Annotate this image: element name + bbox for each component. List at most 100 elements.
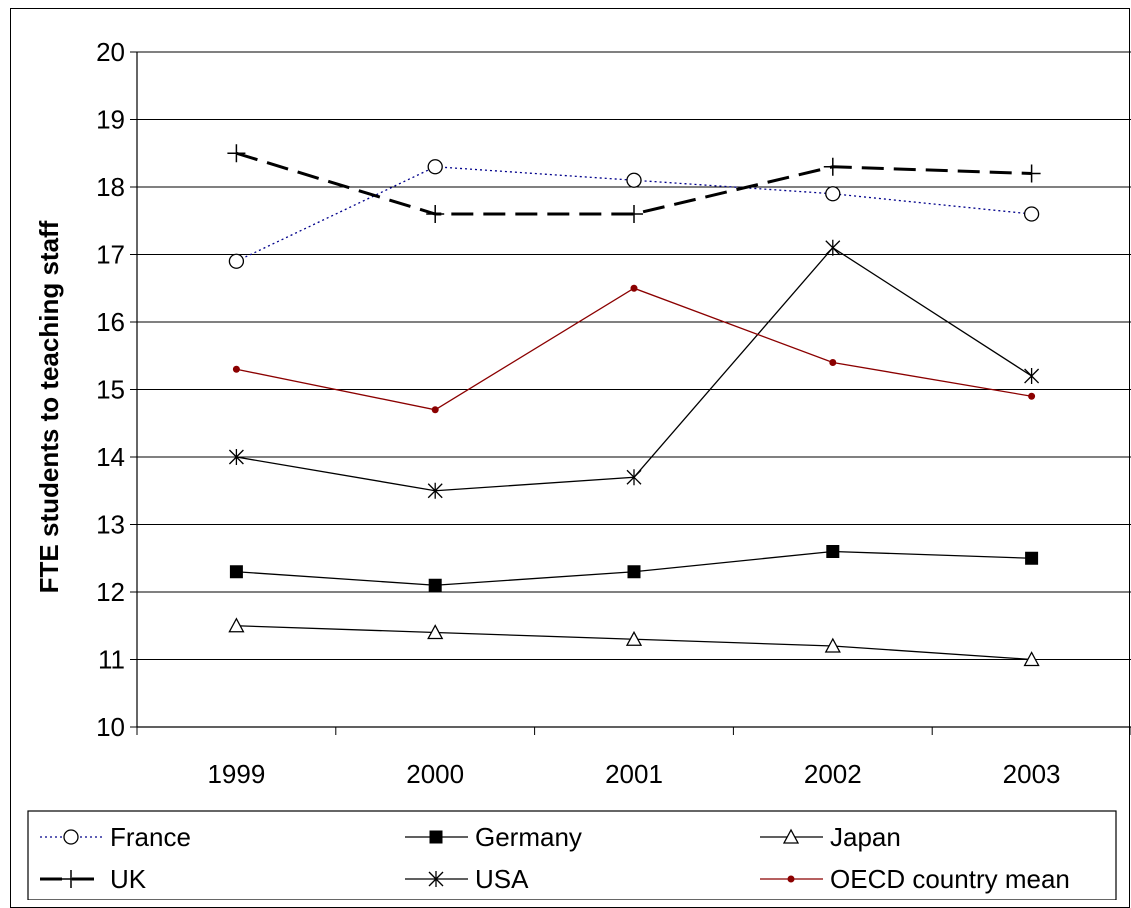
legend-label: Germany <box>475 822 582 852</box>
series-oecd-country-mean <box>232 284 1036 414</box>
legend-item: OECD country mean <box>760 864 1070 894</box>
legend-item: Japan <box>760 822 901 852</box>
square-filled-marker <box>229 565 243 579</box>
y-tick-labels: 10 11 12 13 14 15 16 17 18 19 20 <box>96 37 125 742</box>
series-group <box>227 144 1041 667</box>
legend-item: France <box>40 822 191 852</box>
circle-mark <box>63 829 79 845</box>
dot-mark <box>1028 392 1036 400</box>
legend-item: UK <box>40 864 147 894</box>
y-tick-label: 19 <box>96 105 125 135</box>
y-tick-label: 17 <box>96 240 125 270</box>
series-france <box>228 159 1040 269</box>
plus-marker <box>1022 164 1041 183</box>
plus-marker <box>426 205 445 223</box>
circle-open-marker <box>228 253 245 269</box>
square-mark <box>428 578 442 592</box>
square-filled-marker <box>429 830 443 844</box>
plus-marker <box>227 144 246 163</box>
triangle-open-marker <box>1023 651 1040 667</box>
y-tick-label: 11 <box>98 645 125 675</box>
circle-open-marker <box>1023 206 1040 222</box>
square-filled-marker <box>428 578 442 592</box>
legend-box <box>27 810 1117 900</box>
triangle-mark <box>782 828 800 844</box>
y-tick-label: 14 <box>96 442 125 472</box>
legend-item: Germany <box>405 822 582 852</box>
x-tick-label: 2001 <box>605 759 663 789</box>
square-mark <box>826 545 840 558</box>
triangle-mark <box>824 637 841 653</box>
circle-mark <box>427 159 443 175</box>
asterisk-marker <box>228 449 244 465</box>
x-tick-label: 1999 <box>207 759 265 789</box>
x-tick-labels: 1999 2000 2001 2002 2003 <box>207 759 1060 789</box>
square-filled-marker <box>627 565 641 579</box>
plus-marker <box>62 870 80 888</box>
square-mark <box>627 565 641 579</box>
triangle-open-marker <box>782 828 800 844</box>
triangle-mark <box>1023 651 1040 667</box>
legend-label: USA <box>475 864 529 894</box>
square-mark <box>1025 551 1039 565</box>
chart-frame <box>10 8 1130 908</box>
plus-marker <box>625 205 643 223</box>
dot-marker <box>829 359 837 366</box>
y-tick-label: 18 <box>96 172 125 202</box>
triangle-open-marker <box>427 624 444 640</box>
legend-label: Japan <box>830 822 901 852</box>
square-filled-marker <box>1025 551 1039 565</box>
asterisk-marker <box>626 469 642 486</box>
circle-open-marker <box>626 172 642 188</box>
dot-mark <box>232 365 240 373</box>
y-tick-label: 12 <box>96 577 125 607</box>
y-tick-label: 16 <box>96 307 125 337</box>
y-tick-label: 15 <box>96 375 125 405</box>
circle-mark <box>626 172 642 188</box>
legend-item: USA <box>405 864 529 894</box>
y-axis-label: FTE students to teaching staff <box>34 220 64 593</box>
triangle-mark <box>228 617 245 633</box>
series-line <box>236 246 1032 492</box>
circle-mark <box>1023 206 1040 222</box>
dot-marker <box>431 406 439 414</box>
circle-mark <box>825 186 841 202</box>
square-filled-marker <box>826 545 840 558</box>
square-mark <box>229 565 243 579</box>
triangle-open-marker <box>228 617 245 633</box>
asterisk-marker <box>427 482 443 499</box>
dot-marker <box>232 365 240 373</box>
x-tick-label: 2000 <box>406 759 464 789</box>
y-tick-label: 20 <box>96 37 125 67</box>
legend-label: France <box>110 822 191 852</box>
dot-marker <box>1028 392 1036 400</box>
dot-marker <box>787 875 795 883</box>
x-tick-label: 2002 <box>804 759 862 789</box>
dot-mark <box>829 359 837 366</box>
series-line <box>236 166 1032 262</box>
dot-mark <box>431 406 439 414</box>
gridlines <box>137 51 1131 660</box>
y-tick-label: 13 <box>96 510 125 540</box>
circle-open-marker <box>63 829 79 845</box>
series-line <box>235 151 1032 216</box>
triangle-mark <box>427 624 444 640</box>
asterisk-marker <box>428 871 444 887</box>
legend-label: UK <box>110 864 147 894</box>
series-uk <box>227 144 1041 223</box>
y-tick-label: 10 <box>96 712 125 742</box>
circle-open-marker <box>427 159 443 175</box>
series-line <box>236 287 1032 411</box>
series-japan <box>228 617 1040 667</box>
circle-open-marker <box>825 186 841 202</box>
square-mark <box>429 830 443 844</box>
asterisk-marker <box>825 239 841 256</box>
legend: France Germany Japan UK USA OECD country mean <box>27 810 1117 900</box>
plus-marker <box>823 157 842 176</box>
circle-mark <box>228 253 245 269</box>
series-germany <box>229 545 1039 592</box>
dot-mark <box>630 284 638 292</box>
triangle-open-marker <box>824 637 841 653</box>
axes <box>130 51 1131 735</box>
legend-label: OECD country mean <box>830 864 1070 894</box>
